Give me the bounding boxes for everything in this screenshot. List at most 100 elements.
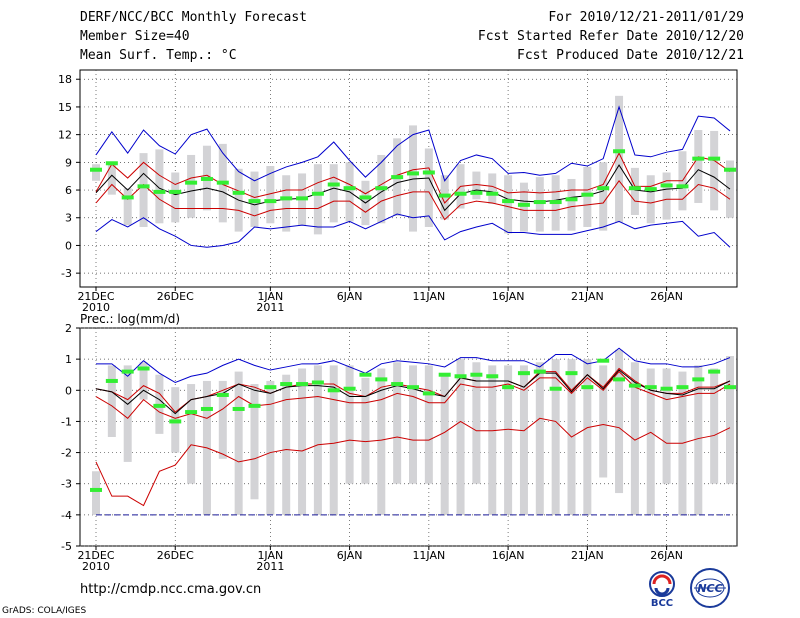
precipitation-obs-marker [676,385,689,390]
precipitation-xtick-label: 6JAN [337,549,363,562]
precip-panel-title: Prec.: log(mm/d) [80,312,181,326]
precipitation-spread-bar [519,365,528,515]
precipitation-obs-marker [692,377,705,382]
temperature-spread-bar [599,162,608,231]
precipitation-obs-marker [232,406,245,411]
temperature-spread-bar [694,130,703,203]
precipitation-xtick-year: 2010 [82,560,110,573]
temperature-spread-bar [615,95,624,223]
precipitation-obs-marker [407,385,419,390]
precipitation-obs-marker [248,403,261,408]
precipitation-obs-marker [549,386,562,391]
temperature-obs-marker [644,187,657,192]
temperature-xtick-label: 6JAN [337,290,363,303]
temperature-ytick-label: 3 [65,212,72,225]
temperature-obs-marker [296,196,309,201]
temperature-ensemble-mean-line [95,164,731,212]
precipitation-spread-bar [361,377,370,484]
temperature-obs-marker [264,199,277,204]
precipitation-obs-marker [311,380,324,385]
temperature-max-line [95,105,731,182]
temperature-obs-marker [90,167,102,172]
precipitation-spread-bar [535,362,544,515]
temperature-obs-marker [502,199,515,204]
precipitation-obs-marker [422,391,435,396]
temperature-obs-marker [359,195,372,200]
temperature-spread-bar [123,188,132,226]
precipitation-spread-bar [234,371,243,515]
precipitation-ytick-label: -5 [61,540,72,553]
precipitation-spread-bar [393,362,402,484]
precipitation-spread-bar [472,362,481,484]
precipitation-obs-marker [375,377,388,382]
precipitation-obs-marker [454,374,467,379]
temperature-spread-bar [139,153,148,227]
precipitation-obs-marker [280,382,293,387]
temperature-ytick-label: -3 [61,267,72,280]
precipitation-obs-marker [502,385,515,390]
temperature-xtick-label: 26JAN [650,290,683,303]
temperature-xtick-label: 26DEC [157,290,194,303]
temperature-spread-bar [171,172,180,223]
grads-credit: GrADS: COLA/IGES [2,606,87,616]
temperature-spread-bar [282,175,291,232]
precipitation-min-line [95,417,731,507]
temperature-spread-bar [472,171,481,200]
temperature-spread-bar [710,130,719,211]
temperature-spread-bar [155,149,164,224]
precipitation-spread-bar [662,368,671,484]
precipitation-obs-marker [200,406,213,411]
precipitation-spread-bar [345,365,354,484]
temperature-spread-bar [313,164,322,235]
temperature-obs-marker [533,200,546,205]
precipitation-obs-marker [613,377,626,382]
source-url[interactable]: http://cmdp.ncc.cma.gov.cn [80,582,262,597]
temperature-obs-marker [724,167,736,172]
temperature-obs-marker [581,192,594,197]
precipitation-obs-marker [327,388,340,393]
temperature-obs-marker [422,170,435,175]
temperature-xtick-label: 1JAN [257,290,283,303]
temperature-obs-marker [660,183,673,188]
temperature-obs-marker [628,186,641,191]
temperature-xtick-year: 2011 [256,301,284,314]
variable-label: Mean Surf. Temp.: °C [80,48,237,63]
temperature-ytick-label: 6 [65,184,72,197]
precipitation-lower-ensemble-line [95,370,731,420]
temperature-obs-marker [613,149,626,154]
temperature-obs-marker [470,190,483,195]
precipitation-xtick-label: 11JAN [412,549,445,562]
temperature-spread-bar [107,162,116,195]
precipitation-obs-marker [486,374,499,379]
temperature-obs-marker [200,176,213,181]
temperature-obs-marker [517,202,530,207]
precipitation-obs-marker [137,366,150,371]
temperature-spread-bar [92,164,100,181]
precipitation-obs-marker [185,410,198,415]
temperature-ytick-label: 15 [58,101,72,114]
precipitation-spread-bar [551,359,560,515]
temperature-spread-bar [567,178,576,231]
precipitation-obs-marker [296,382,309,387]
precipitation-spread-bar [92,471,100,515]
ncc-logo-text: NCC [697,582,722,595]
precipitation-spread-bar [583,359,592,515]
precipitation-obs-marker [359,372,372,377]
temperature-obs-marker [232,190,245,195]
temperature-obs-marker [565,197,578,202]
bcc-logo-text: BCC [651,598,673,608]
precipitation-obs-marker [90,487,102,492]
precipitation-obs-marker [105,378,118,383]
temperature-spread-bar [187,154,196,218]
temperature-upper-ensemble-line [95,151,731,204]
temperature-obs-marker [438,193,451,198]
temperature-obs-marker [185,180,198,185]
precipitation-spread-bar [298,368,307,515]
precipitation-ytick-label: 2 [65,322,72,335]
precipitation-obs-marker [581,385,594,390]
precipitation-xtick-label: 21DEC [77,549,114,562]
precipitation-spread-bar [377,368,386,515]
temperature-spread-bar [504,175,513,234]
